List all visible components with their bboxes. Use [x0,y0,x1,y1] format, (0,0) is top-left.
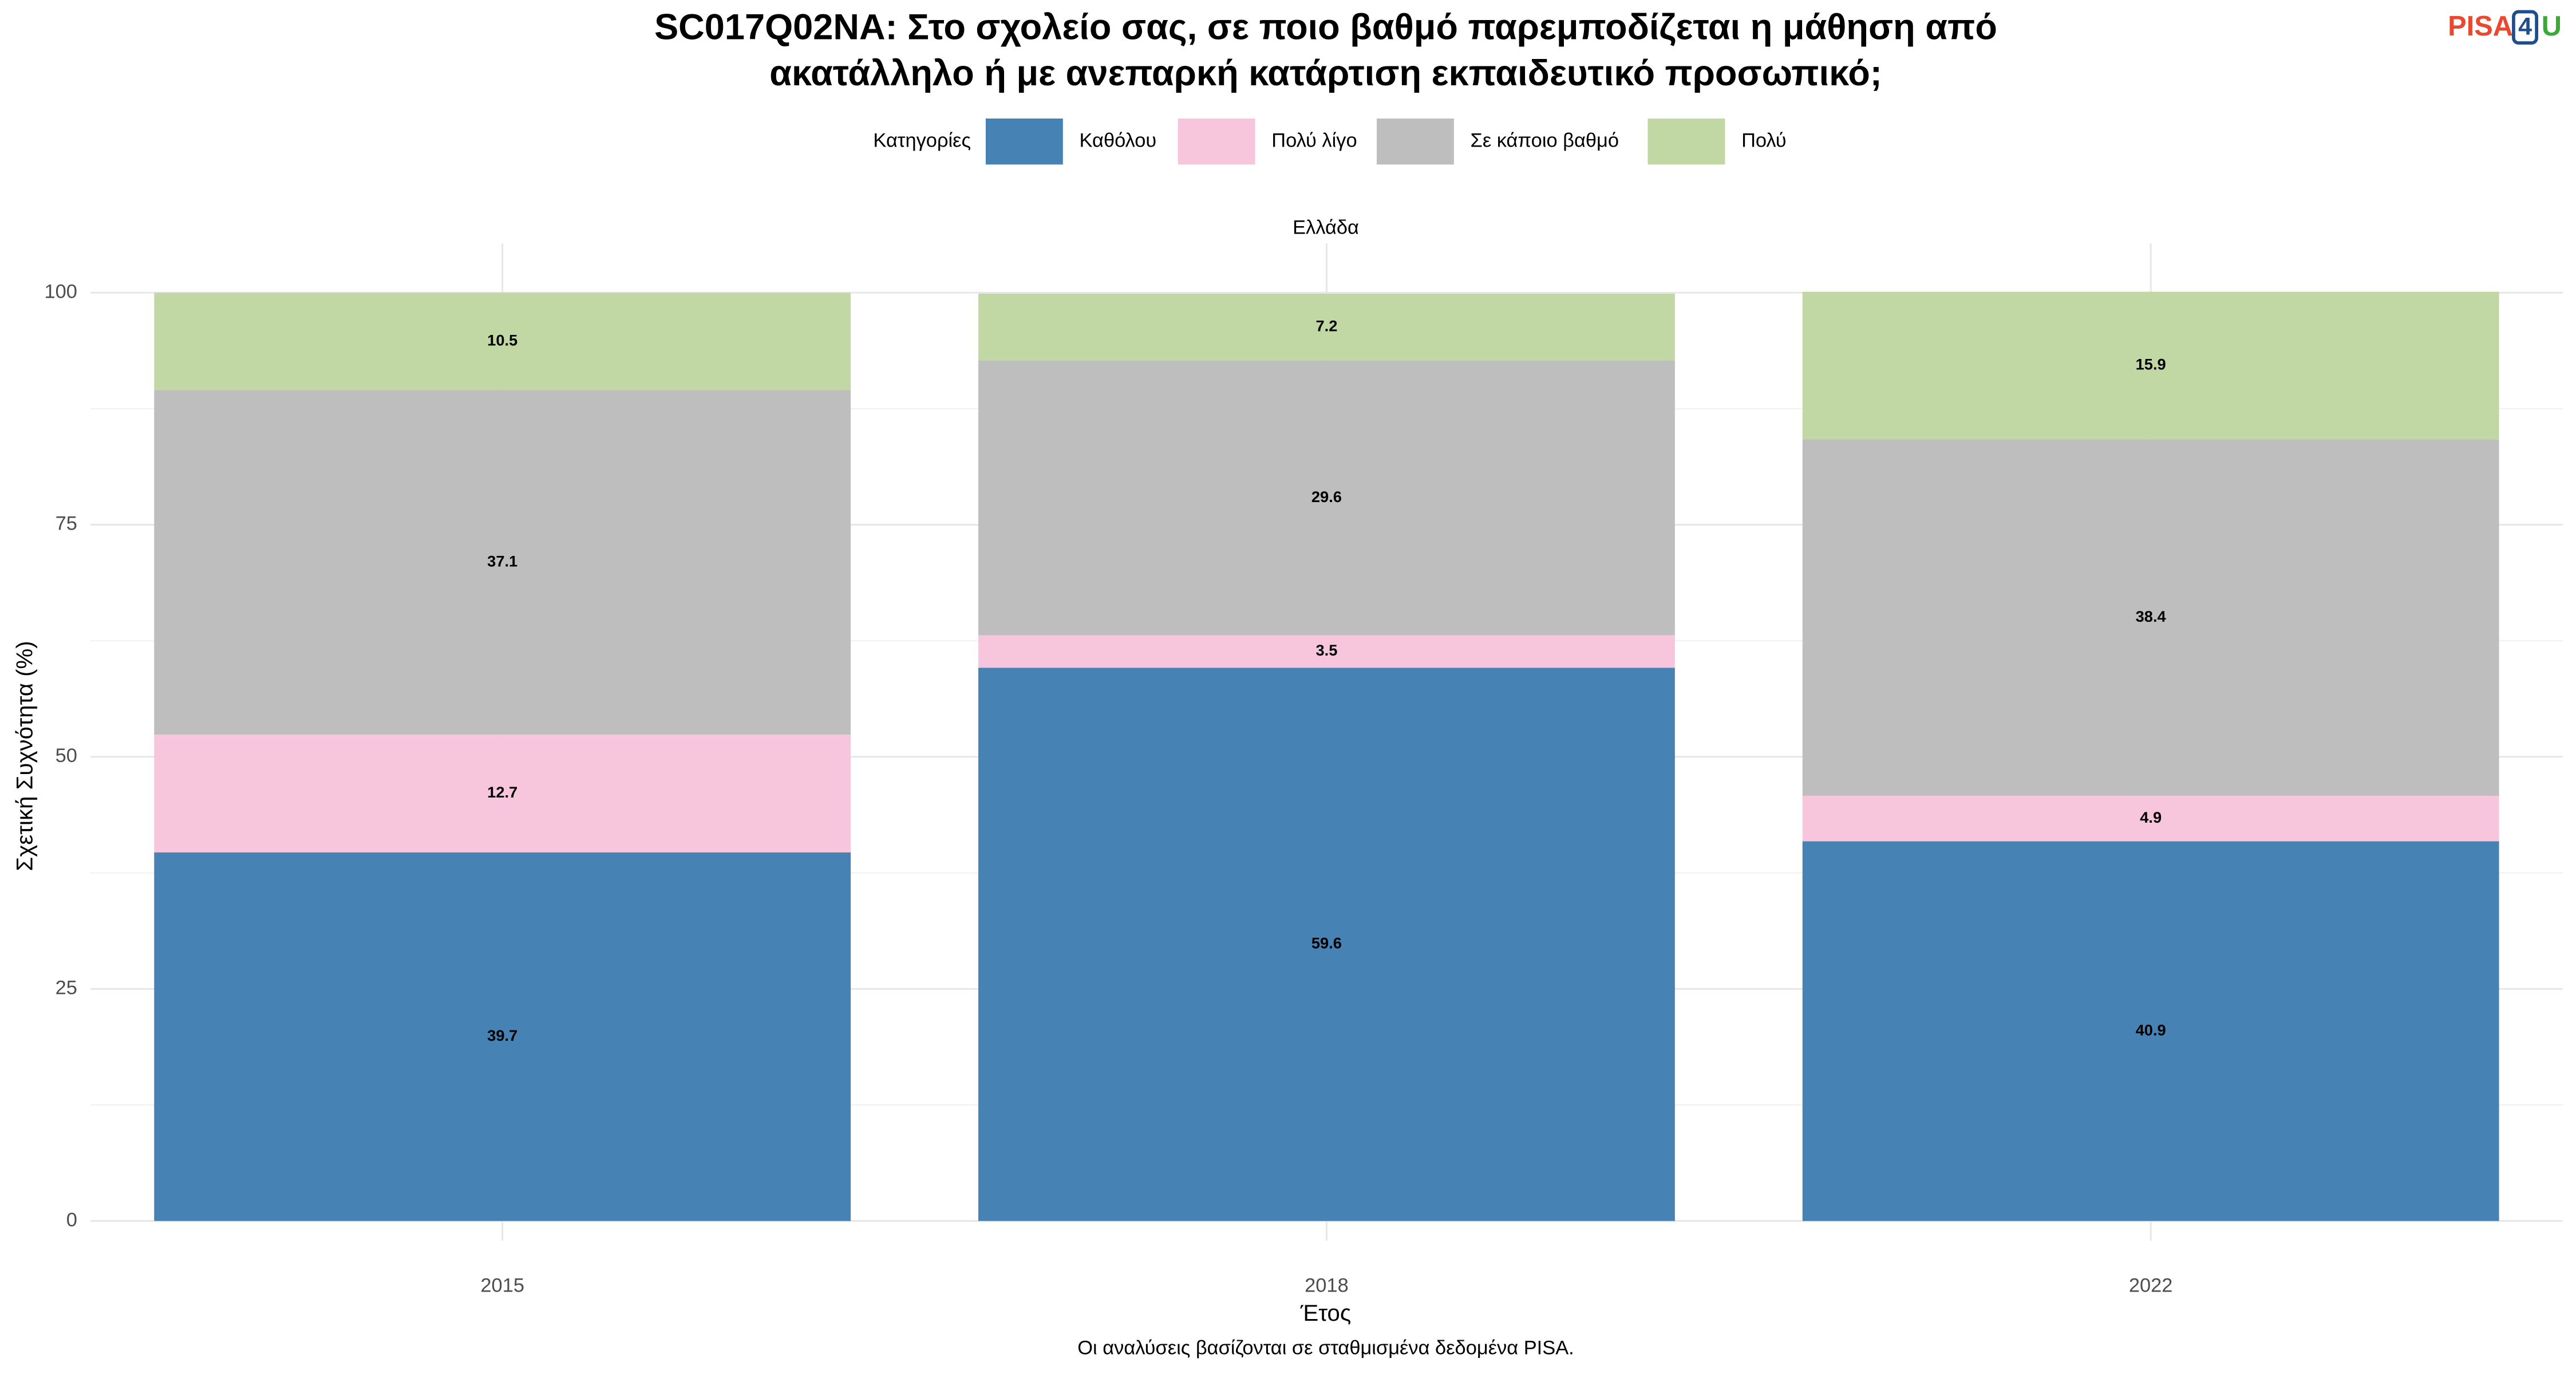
logo-text: PISA [2448,11,2513,42]
data-label: 3.5 [1315,641,1337,659]
chart-title: SC017Q02NA: Στο σχολείο σας, σε ποιο βαθ… [654,7,1997,48]
bar-segment [154,735,851,852]
data-label: 37.1 [487,552,517,570]
bar-segment [1802,796,2499,842]
legend-key [1376,119,1454,165]
legend-key [985,119,1063,165]
bar-segment [978,293,1675,361]
facet-label: Ελλάδα [1293,216,1359,238]
data-label: 59.6 [1311,934,1342,952]
chart-title: ακατάλληλο ή με ανεπαρκή κατάρτιση εκπαι… [769,53,1882,93]
data-label: 10.5 [487,331,517,349]
legend-title: Κατηγορίες [873,129,971,151]
y-tick-label: 75 [56,513,77,535]
data-label: 39.7 [487,1026,517,1044]
data-label: 40.9 [2136,1021,2166,1039]
bar-segment [1802,841,2499,1221]
bar-segment [1802,291,2499,440]
data-label: 15.9 [2136,356,2166,373]
bar-segment [978,360,1675,635]
legend-label: Σε κάποιο βαθμό [1471,129,1619,151]
legend-label: Καθόλου [1080,129,1157,151]
x-tick-label: 2018 [1305,1275,1349,1297]
legend-key [1178,119,1255,165]
legend-key [1647,119,1725,165]
bar-segment [978,668,1675,1221]
y-tick-label: 50 [56,745,77,767]
legend-label: Πολύ λίγο [1271,129,1357,151]
logo-text: 4 [2518,13,2532,41]
data-label: 4.9 [2140,808,2162,826]
x-axis-title: Έτος [1300,1300,1351,1326]
legend-label: Πολύ [1741,129,1787,151]
bar-segment [1802,439,2499,796]
data-label: 29.6 [1311,488,1342,506]
y-tick-label: 25 [56,977,77,998]
data-label: 38.4 [2136,607,2167,625]
data-label: 7.2 [1315,317,1337,334]
logo-box [2512,10,2538,45]
bar-segment [154,390,851,735]
y-tick-label: 0 [66,1209,77,1231]
caption: Οι αναλύσεις βασίζονται σε σταθμισμένα δ… [1077,1337,1574,1359]
bar-segment [154,852,851,1221]
y-axis-title: Σχετική Συχνότητα (%) [12,641,38,871]
x-tick-label: 2015 [480,1275,524,1297]
logo-text: U [2542,11,2562,42]
bar-segment [154,293,851,390]
y-tick-label: 100 [44,281,77,302]
data-label: 12.7 [487,783,517,801]
x-tick-label: 2022 [2129,1275,2173,1297]
bar-segment [978,635,1675,668]
